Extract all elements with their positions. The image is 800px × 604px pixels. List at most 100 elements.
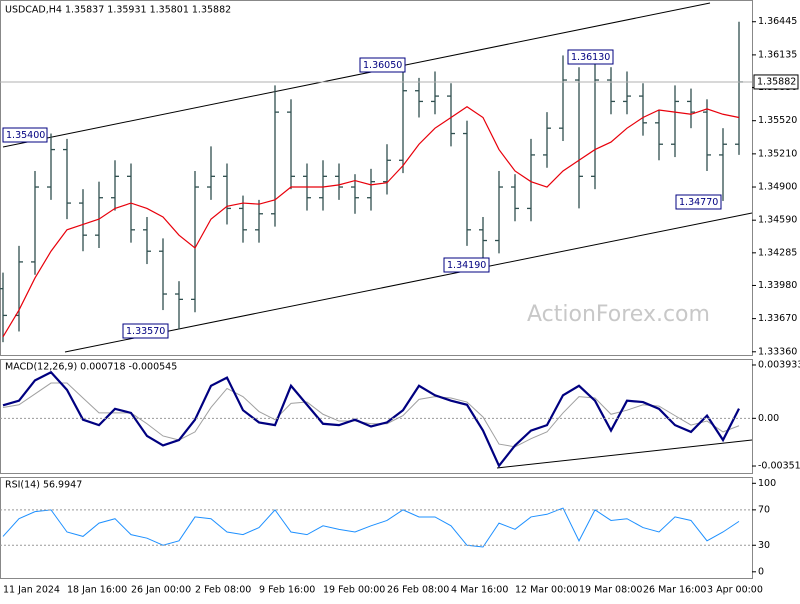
annotation-box xyxy=(567,49,614,65)
ohlc-bar xyxy=(319,160,327,211)
macd-main xyxy=(2,370,740,468)
ohlc-bar xyxy=(479,216,487,263)
moving-average xyxy=(2,106,740,338)
price-panel xyxy=(0,0,753,356)
ohlc-bar xyxy=(495,170,503,254)
annotation: 1.34190 xyxy=(447,260,486,271)
ohlc-bar xyxy=(527,138,535,222)
ohlc-bar xyxy=(15,245,23,332)
y-tick-label: 1.34900 xyxy=(758,182,797,193)
annotation: 1.36130 xyxy=(571,52,610,63)
ohlc-bar xyxy=(671,85,679,158)
ohlc-bar xyxy=(655,109,663,161)
y-tick-label: 1.36445 xyxy=(758,16,797,27)
ohlc-bar xyxy=(559,55,567,142)
ohlc-bar xyxy=(607,67,615,115)
ohlc-bar xyxy=(159,238,167,311)
last-price-label: 1.35882 xyxy=(757,76,796,87)
rsi-title: RSI(14) 56.9947 xyxy=(5,480,82,491)
ohlc-bar xyxy=(0,272,7,343)
x-tick-label: 19 Feb 00:00 xyxy=(323,585,385,596)
y-tick-label: 0 xyxy=(758,566,764,577)
y-tick-label: 1.35210 xyxy=(758,148,797,159)
ohlc-bar xyxy=(271,85,279,227)
ohlc-bar xyxy=(591,63,599,190)
rsi-line xyxy=(2,507,740,548)
y-tick-label: 0.003933 xyxy=(758,359,800,370)
ohlc-bar xyxy=(111,160,119,211)
plot xyxy=(0,21,743,548)
x-tick-label: 2 Feb 08:00 xyxy=(195,585,251,596)
watermark: ActionForex.com xyxy=(527,302,710,327)
annotation: 1.34770 xyxy=(679,197,718,208)
x-tick-label: 9 Feb 16:00 xyxy=(259,585,315,596)
y-tick-label: 1.34285 xyxy=(758,247,797,258)
annotation-box xyxy=(359,57,406,73)
annotation-box xyxy=(122,323,169,339)
x-tick-label: 4 Mar 16:00 xyxy=(451,585,508,596)
ohlc-bar xyxy=(95,181,103,249)
ohlc-bar xyxy=(255,199,263,243)
ohlc-bar xyxy=(175,281,183,330)
macd-panel xyxy=(0,359,753,474)
x-tick-label: 19 Mar 08:00 xyxy=(579,585,642,596)
y-tick-label: 1.33670 xyxy=(758,313,797,324)
ohlc-bar xyxy=(367,168,375,211)
ohlc-bar xyxy=(399,63,407,174)
annotations: 1.35400 1.36050 1.36130 1.34190 1.34770 … xyxy=(2,49,722,339)
annotation: 1.33570 xyxy=(126,326,165,337)
ohlc-bar xyxy=(511,174,519,222)
x-tick-label: 26 Mar 16:00 xyxy=(643,585,706,596)
ohlc-bar xyxy=(575,67,583,209)
x-tick-label: 3 Apr 00:00 xyxy=(707,585,763,596)
ohlc-bar xyxy=(703,99,711,171)
y-tick-label: 1.34590 xyxy=(758,215,797,226)
ohlc-bar xyxy=(223,163,231,225)
ohlc-bar xyxy=(383,144,391,195)
ohlc-bar xyxy=(463,120,471,246)
ohlc-bar xyxy=(687,88,695,129)
ohlc-bar xyxy=(623,71,631,115)
rsi-panel xyxy=(0,477,753,579)
x-tick-label: 26 Jan 00:00 xyxy=(131,585,191,596)
ohlc-bar xyxy=(735,21,743,155)
y-tick-label: -0.003516 xyxy=(758,461,800,472)
annotation: 1.36050 xyxy=(363,60,402,71)
annotation-box xyxy=(443,257,490,273)
y-tick-label: 70 xyxy=(758,504,770,515)
ohlc-bar xyxy=(335,163,343,200)
x-tick-label: 12 Mar 00:00 xyxy=(515,585,578,596)
annotation: 1.35400 xyxy=(6,130,45,141)
ohlc-bar xyxy=(63,138,71,220)
ohlc-bar xyxy=(207,146,215,200)
y-tick-label: 0.00 xyxy=(758,413,779,424)
ohlc-bar xyxy=(31,170,39,275)
annotation-box xyxy=(2,127,48,143)
price-title: USDCAD,H4 1.35837 1.35931 1.35801 1.3588… xyxy=(5,5,231,16)
y-tick-label: 1.36135 xyxy=(758,49,797,60)
x-tick-label: 11 Jan 2024 xyxy=(3,585,60,596)
y-tick-label: 1.33980 xyxy=(758,280,797,291)
ohlc-bar xyxy=(431,71,439,115)
ohlc-bar xyxy=(143,216,151,265)
ohlc-bar xyxy=(543,112,551,168)
ohlc-bar xyxy=(639,83,647,136)
macd-trendline xyxy=(496,439,753,469)
channel-upper xyxy=(2,2,711,148)
macd-title: MACD(12,26,9) 0.000718 -0.000545 xyxy=(5,362,177,373)
last-price-box xyxy=(753,74,799,90)
y-tick-label: 1.33360 xyxy=(758,346,797,357)
y-tick-label: 30 xyxy=(758,540,770,551)
y-tick-label: 1.35520 xyxy=(758,115,797,126)
ohlc-bar xyxy=(719,128,727,201)
annotation-box xyxy=(675,194,722,210)
y-tick-label: 100 xyxy=(758,478,776,489)
ohlc-bar xyxy=(79,189,87,252)
x-tick-label: 18 Jan 16:00 xyxy=(67,585,127,596)
ohlc-bar xyxy=(287,99,295,190)
ohlc-bar xyxy=(415,77,423,118)
x-tick-label: 26 Feb 08:00 xyxy=(387,585,449,596)
ohlc-bar xyxy=(447,83,455,147)
ohlc-bar xyxy=(47,133,55,200)
